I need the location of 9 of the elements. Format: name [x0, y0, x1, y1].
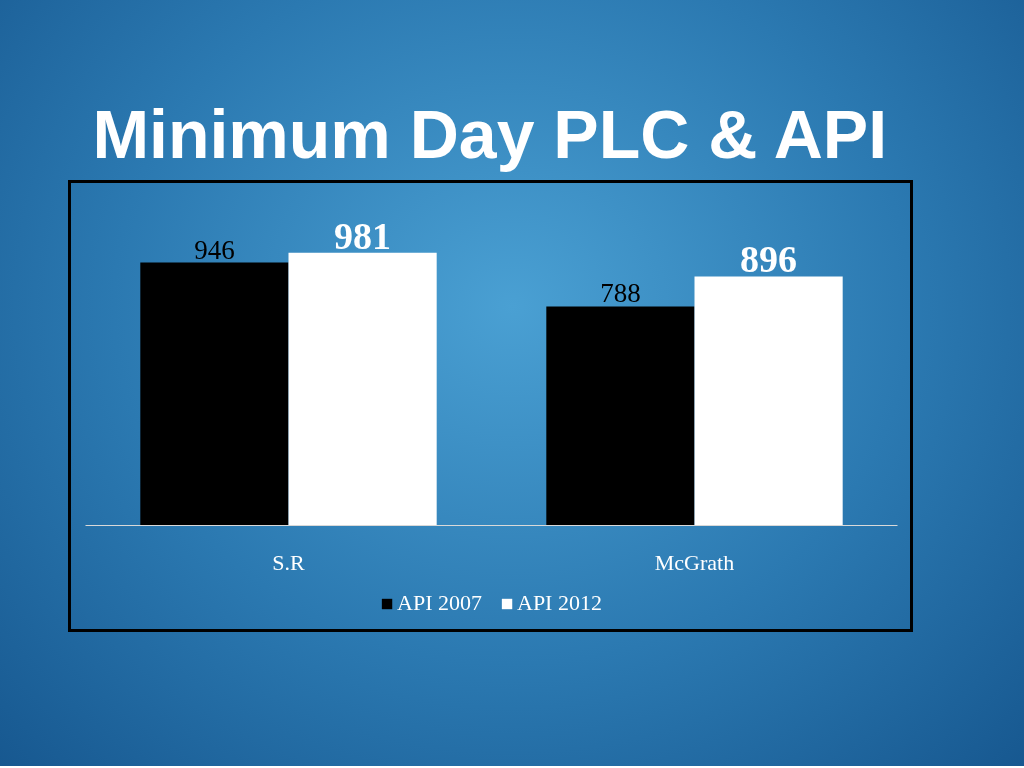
chart-title: Minimum Day PLC & API	[92, 95, 888, 172]
data-label: 946	[194, 234, 235, 265]
legend-label: API 2007	[397, 590, 482, 616]
data-label: 981	[334, 214, 392, 257]
data-label: 896	[740, 238, 798, 281]
x-tick-label: McGrath	[654, 549, 735, 575]
data-label: 788	[600, 278, 641, 309]
legend-label: API 2012	[517, 590, 602, 616]
x-tick-label: S.R	[272, 549, 306, 575]
